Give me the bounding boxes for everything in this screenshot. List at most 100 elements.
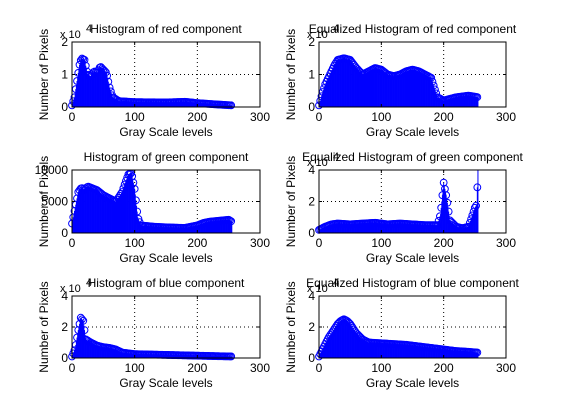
data-point: [227, 217, 236, 226]
ticks: [318, 169, 507, 234]
data-point: [427, 73, 436, 82]
x-tick-label: 0: [69, 110, 76, 124]
data-point: [99, 65, 108, 74]
data-point: [437, 203, 446, 212]
y-axis-label: Number of Pixels: [37, 156, 51, 247]
exponent-power: 4: [86, 277, 92, 289]
exponent-label: x 10: [307, 157, 328, 169]
data-point: [70, 346, 79, 355]
series-markers: [68, 54, 236, 110]
ticks: [71, 295, 261, 359]
x-tick-label: 0: [69, 361, 76, 375]
y-axis-label: Number of Pixels: [37, 281, 51, 372]
x-tick-label: 300: [496, 361, 516, 375]
y-axis-label: Number of Pixels: [37, 29, 51, 120]
data-point: [81, 61, 90, 70]
data-point: [320, 84, 328, 93]
data-point: [81, 184, 90, 193]
data-point: [88, 70, 96, 79]
exponent-label: x 10: [307, 29, 328, 41]
x-tick-label: 100: [371, 236, 391, 250]
x-tick-label: 100: [125, 361, 145, 375]
data-point: [432, 89, 441, 98]
y-tick-label: 4: [308, 289, 315, 303]
y-tick-label: 2: [308, 35, 315, 49]
data-point: [323, 335, 332, 343]
data-point: [316, 96, 325, 105]
data-point: [130, 185, 139, 193]
grid: [72, 42, 260, 107]
x-tick-label: 100: [371, 110, 391, 124]
data-point: [80, 326, 89, 335]
ticks: [318, 41, 507, 108]
x-tick-label: 200: [434, 361, 454, 375]
data-point: [472, 201, 480, 210]
x-tick-label: 0: [316, 361, 323, 375]
exponent-power: 4: [86, 23, 92, 35]
y-tick-label: 4: [308, 163, 315, 177]
y-tick-label: 2: [61, 320, 68, 334]
data-point: [79, 316, 88, 325]
y-tick-label: 0: [308, 226, 315, 240]
y-tick-label: 0: [308, 100, 315, 114]
exponent-power: 4: [333, 151, 339, 163]
chart-title: Histogram of red component: [90, 22, 242, 36]
data-point: [442, 191, 451, 200]
x-tick-label: 200: [187, 110, 207, 124]
chart-title: Equalized Histogram of red component: [309, 22, 517, 36]
ticks: [71, 41, 261, 108]
chart-title: Equalized Histogram of green component: [302, 150, 523, 164]
data-point: [317, 92, 326, 101]
y-tick-label: 1: [61, 68, 68, 82]
data-point: [100, 67, 109, 75]
data-point: [105, 83, 114, 92]
data-point: [467, 215, 475, 224]
x-tick-label: 100: [371, 361, 391, 375]
chart-title: Equalized Histogram of blue component: [306, 276, 519, 290]
x-tick-label: 200: [434, 110, 454, 124]
data-point: [473, 93, 482, 102]
x-tick-label: 300: [496, 236, 516, 250]
x-axis-label: Gray Scale levels: [366, 125, 459, 139]
ticks: [71, 169, 261, 234]
x-tick-label: 300: [250, 236, 270, 250]
chart-title: Histogram of blue component: [88, 276, 245, 290]
data-point: [434, 216, 443, 225]
x-tick-label: 300: [250, 110, 270, 124]
data-point: [119, 184, 128, 193]
x-tick-label: 300: [496, 110, 516, 124]
y-tick-label: 5000: [41, 195, 68, 209]
data-point: [473, 183, 482, 192]
x-axis-label: Gray Scale levels: [366, 251, 459, 265]
data-point: [73, 333, 81, 342]
y-axis-label: Number of Pixels: [284, 29, 298, 120]
x-tick-label: 200: [187, 236, 207, 250]
exponent-power: 4: [333, 23, 339, 35]
exponent-label: x 10: [60, 283, 81, 295]
y-tick-label: 0: [61, 226, 68, 240]
data-point: [118, 188, 127, 196]
data-point: [468, 211, 477, 220]
series-markers: [315, 54, 482, 110]
data-point: [227, 101, 236, 110]
data-point: [120, 180, 129, 189]
data-point: [436, 212, 444, 221]
x-axis-label: Gray Scale levels: [366, 376, 459, 390]
x-axis-label: Gray Scale levels: [119, 376, 212, 390]
data-point: [470, 203, 479, 212]
data-point: [121, 177, 130, 185]
data-point: [473, 348, 482, 357]
y-tick-label: 0: [308, 351, 315, 365]
y-tick-label: 0: [61, 351, 68, 365]
chart-title: Histogram of green component: [84, 150, 249, 164]
x-axis-label: Gray Scale levels: [119, 125, 212, 139]
x-tick-label: 100: [125, 110, 145, 124]
y-tick-label: 1: [308, 68, 315, 82]
data-point: [428, 77, 437, 86]
data-point: [465, 219, 474, 227]
